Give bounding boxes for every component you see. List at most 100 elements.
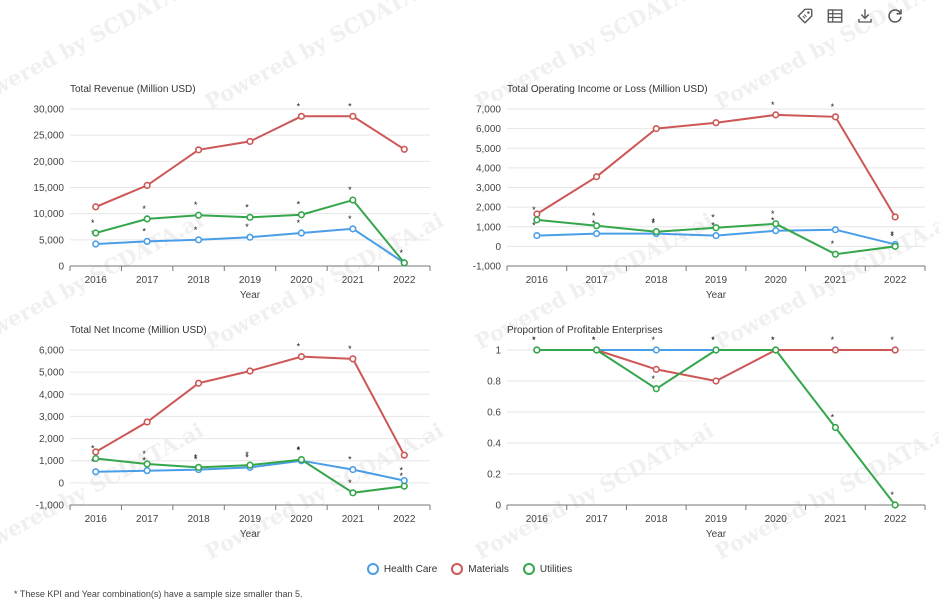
- data-point-utilities: [891, 501, 899, 509]
- legend-swatch-utilities: [522, 563, 535, 575]
- small-sample-marker: *: [142, 449, 146, 459]
- legend-item-materials[interactable]: Materials: [451, 563, 509, 575]
- data-point-health-care: [92, 240, 100, 248]
- small-sample-marker: *: [297, 101, 301, 111]
- small-sample-marker: *: [771, 335, 775, 345]
- x-tick-label: 2021: [342, 275, 365, 286]
- data-point-health-care: [349, 465, 357, 474]
- data-point-utilities: [533, 346, 541, 354]
- data-point-materials: [891, 213, 899, 221]
- series-line-utilities: [536, 349, 896, 506]
- data-point-materials: [349, 112, 357, 120]
- data-point-utilities: [652, 385, 660, 393]
- refresh-icon[interactable]: [885, 6, 905, 26]
- data-point-materials: [400, 145, 408, 153]
- legend-item-health-care[interactable]: Health Care: [366, 563, 437, 575]
- x-tick-label: 2018: [645, 514, 668, 525]
- data-point-utilities: [92, 454, 100, 463]
- y-tick-label: 10,000: [33, 209, 64, 220]
- data-point-utilities: [297, 211, 306, 219]
- chart-title: Total Revenue (Million USD): [70, 84, 196, 95]
- small-sample-marker: *: [297, 200, 301, 210]
- small-sample-marker: *: [711, 335, 715, 345]
- small-sample-marker: *: [652, 374, 656, 384]
- legend-item-utilities[interactable]: Utilities: [522, 563, 573, 575]
- data-point-materials: [194, 146, 203, 154]
- legend: Health Care Materials Utilities: [0, 563, 939, 575]
- data-point-utilities: [194, 463, 203, 471]
- data-point-health-care: [92, 468, 100, 476]
- small-sample-marker: *: [91, 457, 95, 467]
- y-tick-label: 2,000: [476, 203, 501, 214]
- x-tick-label: 2018: [187, 275, 210, 286]
- tag-icon[interactable]: [795, 6, 815, 26]
- small-sample-marker: *: [890, 335, 894, 345]
- data-point-materials: [831, 346, 840, 354]
- data-point-materials: [143, 418, 151, 426]
- data-point-materials: [652, 365, 660, 373]
- x-tick-label: 2017: [136, 275, 159, 286]
- y-tick-label: -1,000: [36, 501, 65, 512]
- y-tick-label: 0.8: [487, 377, 501, 388]
- small-sample-marker: *: [245, 452, 249, 462]
- data-point-materials: [891, 346, 899, 354]
- data-point-utilities: [772, 346, 780, 354]
- x-tick-label: 2021: [824, 514, 847, 525]
- y-tick-label: 0.6: [487, 408, 501, 419]
- data-point-utilities: [891, 242, 899, 250]
- small-sample-marker: *: [592, 211, 596, 221]
- y-tick-label: 5,000: [39, 368, 64, 379]
- x-axis-label: Year: [240, 290, 261, 301]
- chart-toolbar: [795, 6, 905, 26]
- small-sample-marker: *: [348, 185, 352, 195]
- x-tick-label: 2017: [585, 514, 608, 525]
- table-icon[interactable]: [825, 6, 845, 26]
- legend-label: Materials: [468, 563, 509, 575]
- small-sample-marker: *: [194, 455, 198, 465]
- y-tick-label: 5,000: [39, 235, 64, 246]
- x-tick-label: 2019: [705, 275, 728, 286]
- data-point-materials: [652, 125, 660, 133]
- chart-title: Total Operating Income or Loss (Million …: [507, 84, 708, 95]
- data-point-health-care: [246, 233, 254, 241]
- small-sample-marker: *: [297, 446, 301, 456]
- legend-label: Utilities: [539, 563, 573, 575]
- chart-operating-income: Total Operating Income or Loss (Million …: [473, 84, 926, 301]
- x-tick-label: 2017: [585, 275, 608, 286]
- small-sample-marker: *: [91, 444, 95, 454]
- chart-title: Proportion of Profitable Enterprises: [507, 325, 663, 336]
- data-point-health-care: [194, 236, 203, 244]
- x-tick-label: 2016: [85, 514, 108, 525]
- small-sample-marker: *: [142, 204, 146, 214]
- data-point-utilities: [143, 215, 151, 223]
- small-sample-marker: *: [532, 221, 536, 231]
- small-sample-marker: *: [142, 226, 146, 236]
- y-tick-label: -1,000: [473, 262, 502, 273]
- x-tick-label: 2018: [187, 514, 210, 525]
- small-sample-marker: *: [831, 335, 835, 345]
- data-point-utilities: [297, 456, 306, 464]
- x-tick-label: 2016: [526, 275, 549, 286]
- y-tick-label: 7,000: [476, 105, 501, 116]
- small-sample-marker: *: [297, 445, 301, 455]
- data-point-materials: [712, 377, 720, 385]
- data-point-health-care: [652, 346, 660, 354]
- y-tick-label: 0.2: [487, 470, 501, 481]
- data-point-materials: [592, 173, 601, 181]
- data-point-health-care: [143, 467, 151, 475]
- data-point-utilities: [712, 224, 720, 232]
- small-sample-marker: *: [245, 202, 249, 212]
- small-sample-marker: *: [771, 209, 775, 219]
- data-point-utilities: [400, 482, 408, 490]
- x-tick-label: 2018: [645, 275, 668, 286]
- small-sample-marker: *: [652, 335, 656, 345]
- x-tick-label: 2019: [239, 514, 262, 525]
- data-point-materials: [246, 137, 254, 146]
- small-sample-marker: *: [400, 466, 404, 476]
- download-icon[interactable]: [855, 6, 875, 26]
- data-point-utilities: [143, 460, 151, 468]
- chart-title: Total Net Income (Million USD): [70, 325, 207, 336]
- data-point-materials: [297, 112, 306, 120]
- x-tick-label: 2016: [526, 514, 549, 525]
- chart-profitable-proportion: Proportion of Profitable Enterprises 0 0.2…: [487, 325, 926, 540]
